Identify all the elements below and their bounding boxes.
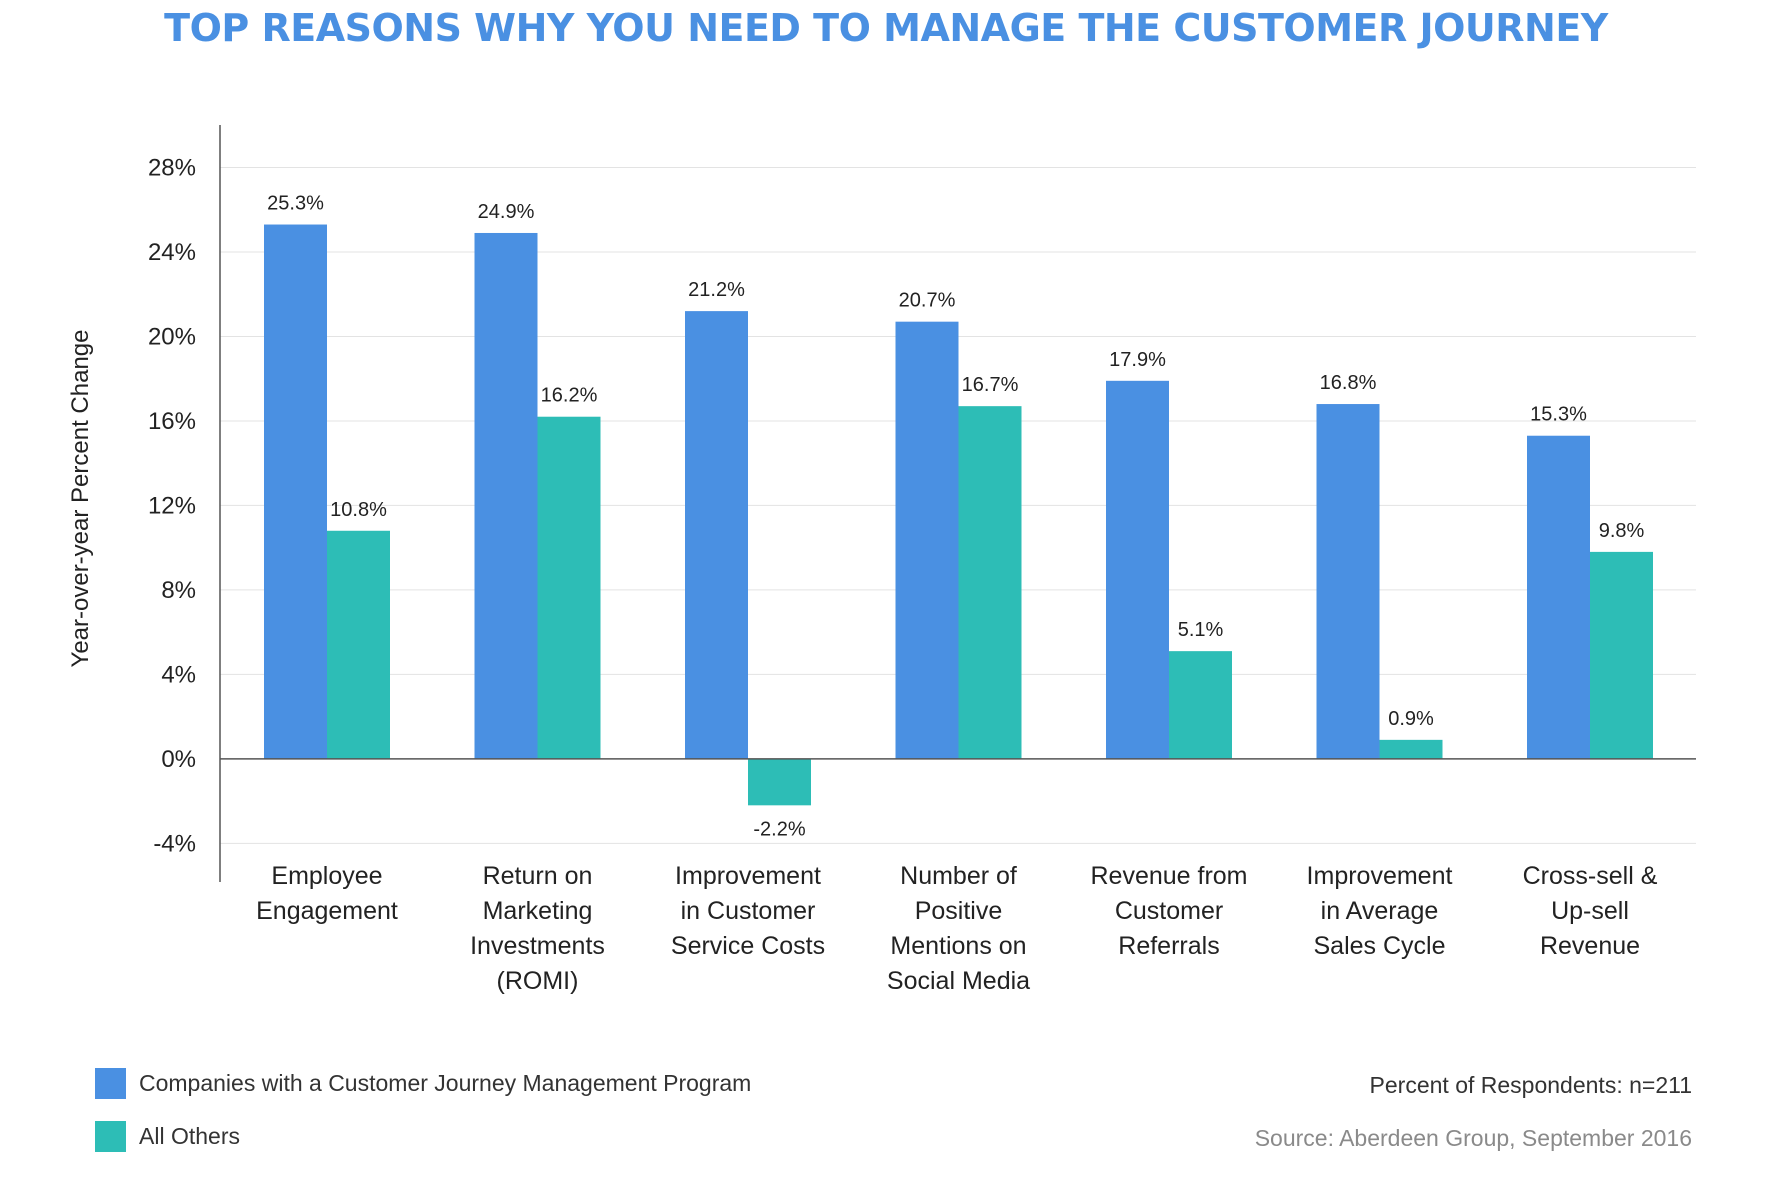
category-label: Marketing xyxy=(483,897,593,925)
category-label: Revenue xyxy=(1540,932,1640,960)
bar-cjm xyxy=(895,321,959,759)
data-label: -2.2% xyxy=(753,818,805,840)
data-label: 15.3% xyxy=(1530,404,1587,426)
category-label: Up-sell xyxy=(1551,897,1629,925)
category-label: Sales Cycle xyxy=(1314,932,1446,960)
bar-others xyxy=(327,530,390,759)
data-label: 16.2% xyxy=(541,385,598,407)
y-axis-label: Year-over-year Percent Change xyxy=(67,330,94,668)
category-labels: Employee Engagement Return on Marketing Inve… xyxy=(256,862,1658,995)
bar-cjm xyxy=(1316,404,1380,759)
bar-others xyxy=(958,406,1022,759)
category-label: Number of xyxy=(900,862,1017,890)
data-label: 17.9% xyxy=(1109,349,1166,371)
legend-swatch-others xyxy=(95,1121,126,1152)
y-tick-label: 8% xyxy=(161,577,196,604)
data-label: 24.9% xyxy=(478,201,535,223)
y-tick-label: 16% xyxy=(148,408,196,435)
bar-others xyxy=(748,758,811,806)
data-label: 9.8% xyxy=(1599,520,1645,542)
y-tick-label: 24% xyxy=(148,239,196,266)
bar-others xyxy=(1379,739,1443,759)
data-label: 20.7% xyxy=(899,290,956,312)
bar-cjm xyxy=(1527,435,1590,759)
data-label: 16.8% xyxy=(1320,372,1377,394)
bar-others xyxy=(1169,651,1232,759)
data-labels: 25.3% 10.8% 24.9% 16.2% 21.2% -2.2% 20.7% 16.7%… xyxy=(267,193,1644,841)
legend-item-cjm: Companies with a Customer Journey Manage… xyxy=(95,1068,751,1099)
category-label: Improvement xyxy=(675,862,821,890)
data-label: 0.9% xyxy=(1388,708,1434,730)
category-label: Cross-sell & xyxy=(1523,862,1658,890)
category-label: in Average xyxy=(1321,897,1439,925)
category-label: Service Costs xyxy=(671,932,825,960)
category-label: Social Media xyxy=(887,967,1030,995)
category-label: Return on xyxy=(483,862,593,890)
data-label: 21.2% xyxy=(688,279,745,301)
category-label: Improvement xyxy=(1307,862,1453,890)
category-label: Revenue from xyxy=(1090,862,1247,890)
category-label: Referrals xyxy=(1118,932,1219,960)
category-label: (ROMI) xyxy=(497,967,579,995)
bar-cjm xyxy=(1106,380,1169,759)
y-tick-label: 12% xyxy=(148,492,196,519)
bar-cjm xyxy=(264,224,327,759)
y-tick-label: 28% xyxy=(148,155,196,182)
y-axis-ticks: -4% 0% 4% 8% 12% 16% 20% 24% 28% xyxy=(148,155,196,858)
legend-item-others: All Others xyxy=(95,1121,240,1152)
y-tick-label: 20% xyxy=(148,323,196,350)
bar-others xyxy=(1590,551,1653,759)
legend-label-cjm: Companies with a Customer Journey Manage… xyxy=(139,1070,752,1096)
bar-cjm xyxy=(685,311,748,759)
source-note: Source: Aberdeen Group, September 2016 xyxy=(1254,1125,1692,1151)
category-label: Mentions on xyxy=(890,932,1026,960)
y-tick-label: 0% xyxy=(161,746,196,773)
category-label: Customer xyxy=(1115,897,1223,925)
category-label: Employee xyxy=(271,862,382,890)
y-tick-label: 4% xyxy=(161,661,196,688)
data-label: 10.8% xyxy=(330,499,387,521)
category-label: Investments xyxy=(470,932,605,960)
chart-title: TOP REASONS WHY YOU NEED TO MANAGE THE C… xyxy=(164,6,1608,50)
bars xyxy=(264,224,1653,806)
category-label: in Customer xyxy=(681,897,816,925)
legend-swatch-cjm xyxy=(95,1068,126,1099)
category-label: Positive xyxy=(915,897,1003,925)
respondents-note: Percent of Respondents: n=211 xyxy=(1369,1072,1692,1098)
legend-label-others: All Others xyxy=(139,1123,240,1149)
bar-others xyxy=(537,416,601,759)
bar-cjm xyxy=(474,232,538,759)
data-label: 5.1% xyxy=(1178,619,1224,641)
y-tick-label: -4% xyxy=(153,830,196,857)
category-label: Engagement xyxy=(256,897,398,925)
data-label: 25.3% xyxy=(267,193,324,215)
data-label: 16.7% xyxy=(962,374,1019,396)
